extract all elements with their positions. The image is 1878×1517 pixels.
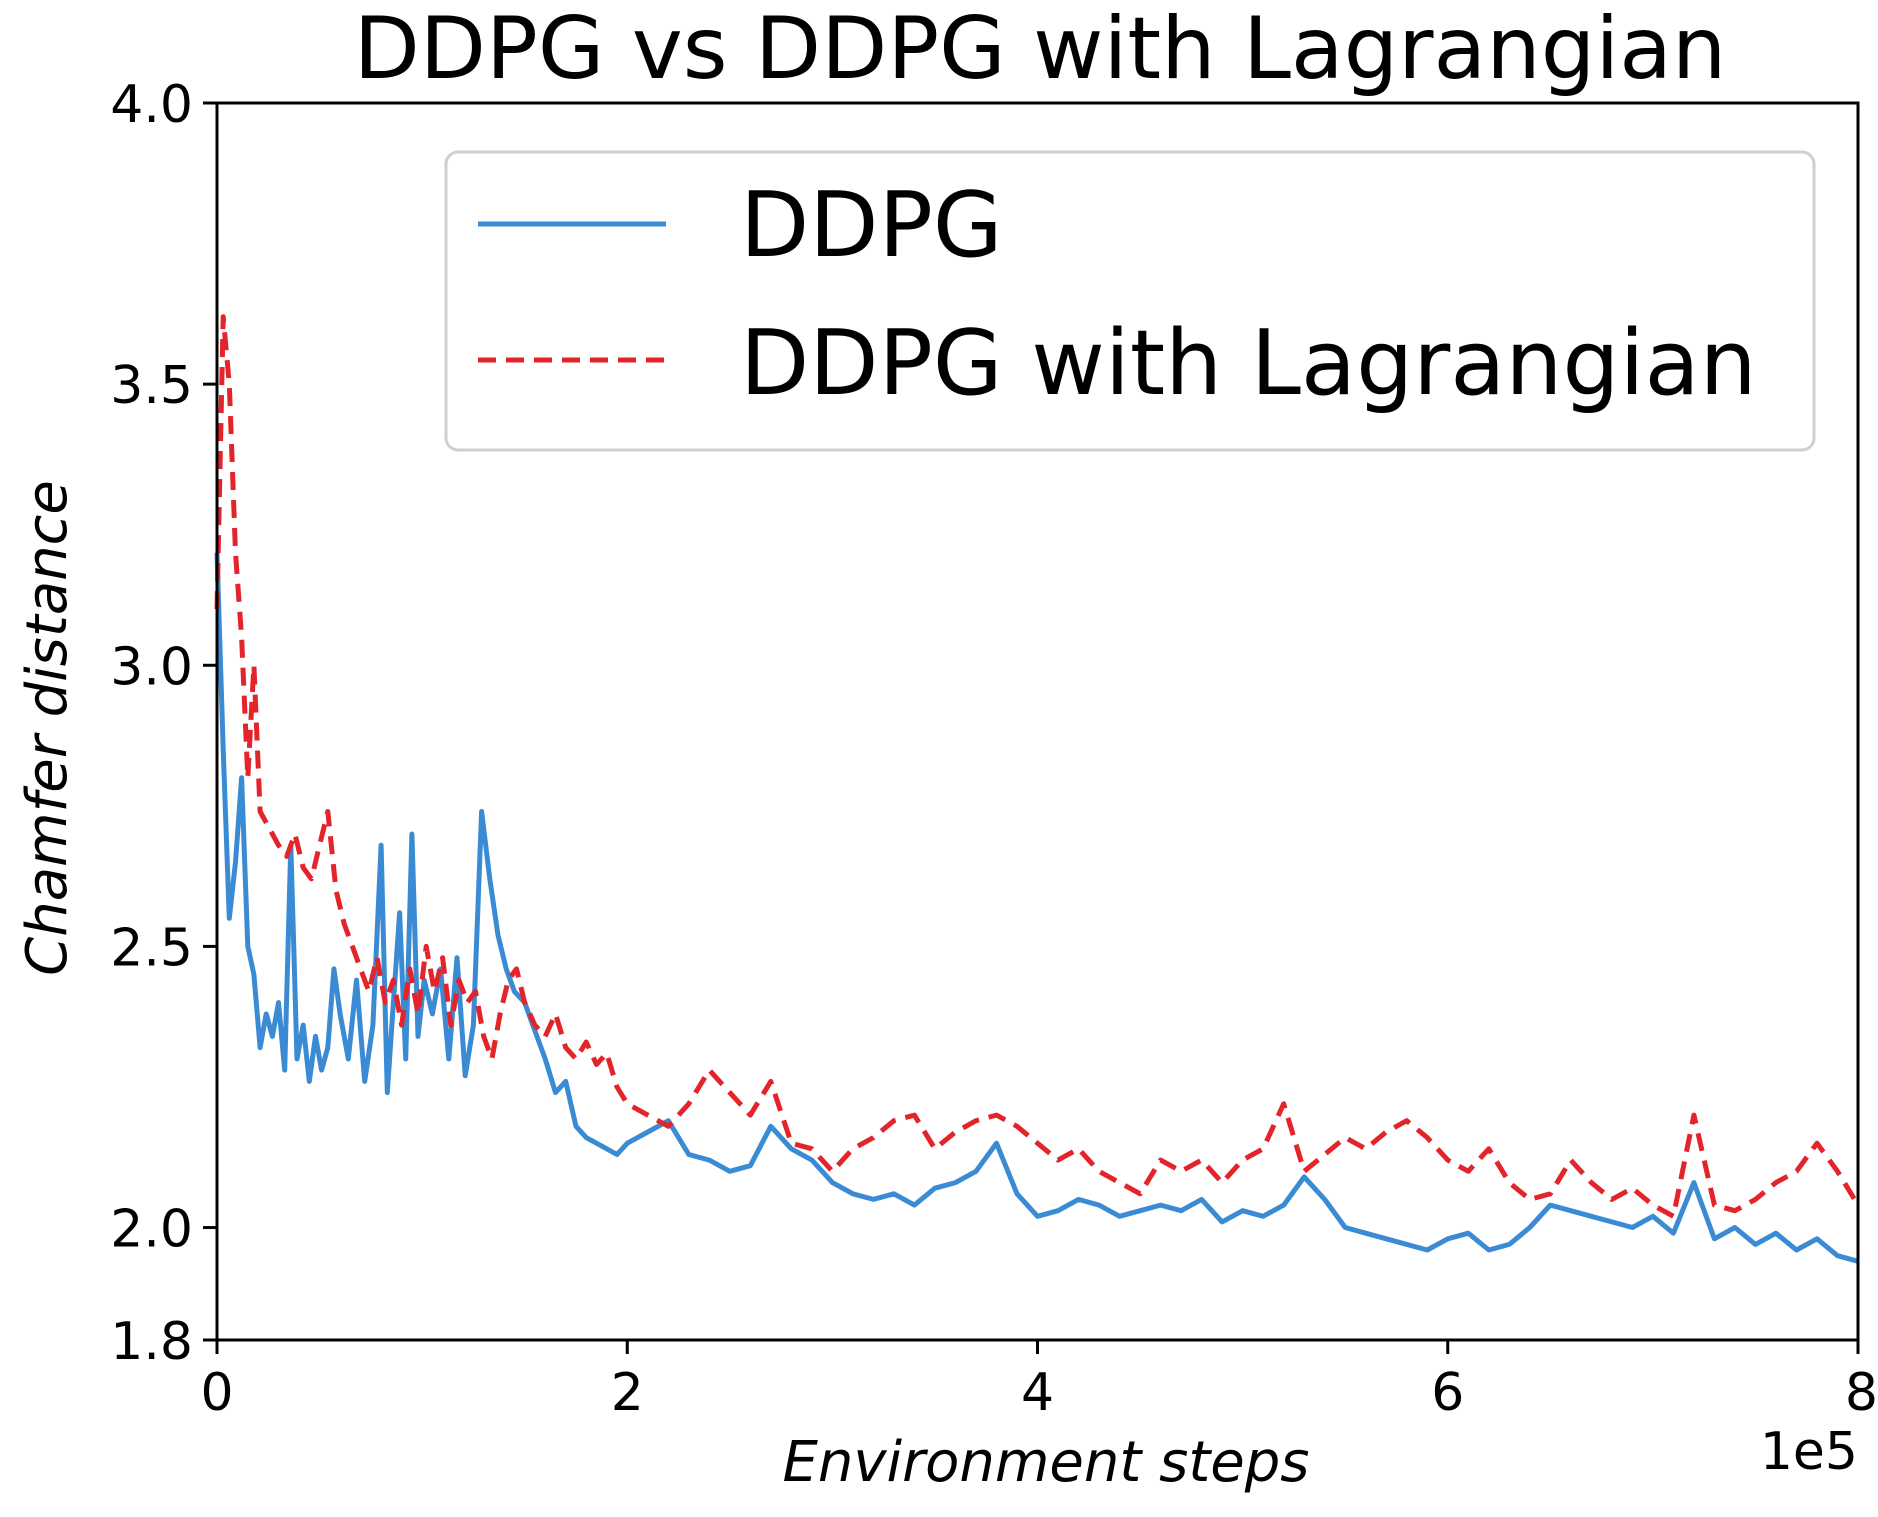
legend-label-ddpg-with-lagrangian: DDPG with Lagrangian xyxy=(740,311,1757,416)
series-line-ddpg-with-lagrangian xyxy=(214,314,1861,1219)
series-group xyxy=(214,314,1861,1264)
y-tick-label: 2.0 xyxy=(110,1200,193,1260)
x-tick-label: 8 xyxy=(1845,1363,1878,1423)
axes-group: 1.8 2.0 2.5 3.0 3.5 4.0 0 2 4 6 8 xyxy=(110,75,1878,1423)
legend: DDPG DDPG with Lagrangian xyxy=(444,150,1816,452)
series-line-ddpg xyxy=(214,552,1859,1264)
x-axis-offset-label: 1e5 xyxy=(1760,1422,1858,1482)
x-tick-label: 4 xyxy=(1021,1363,1054,1423)
y-tick-label: 4.0 xyxy=(110,75,193,135)
x-tick-label: 6 xyxy=(1431,1363,1464,1423)
y-tick-label: 1.8 xyxy=(110,1312,193,1372)
chart-title: DDPG vs DDPG with Lagrangian xyxy=(354,0,1727,99)
x-tick-label: 2 xyxy=(611,1363,644,1423)
y-tick-label: 2.5 xyxy=(110,918,193,978)
y-tick-label: 3.0 xyxy=(110,637,193,697)
y-tick-label: 3.5 xyxy=(110,356,193,416)
legend-box xyxy=(444,150,1816,452)
x-tick-label: 0 xyxy=(200,1363,233,1423)
x-axis-label: Environment steps xyxy=(783,1430,1310,1495)
y-axis-label: Chamfer distance xyxy=(15,480,80,976)
legend-label-ddpg: DDPG xyxy=(740,173,1003,278)
